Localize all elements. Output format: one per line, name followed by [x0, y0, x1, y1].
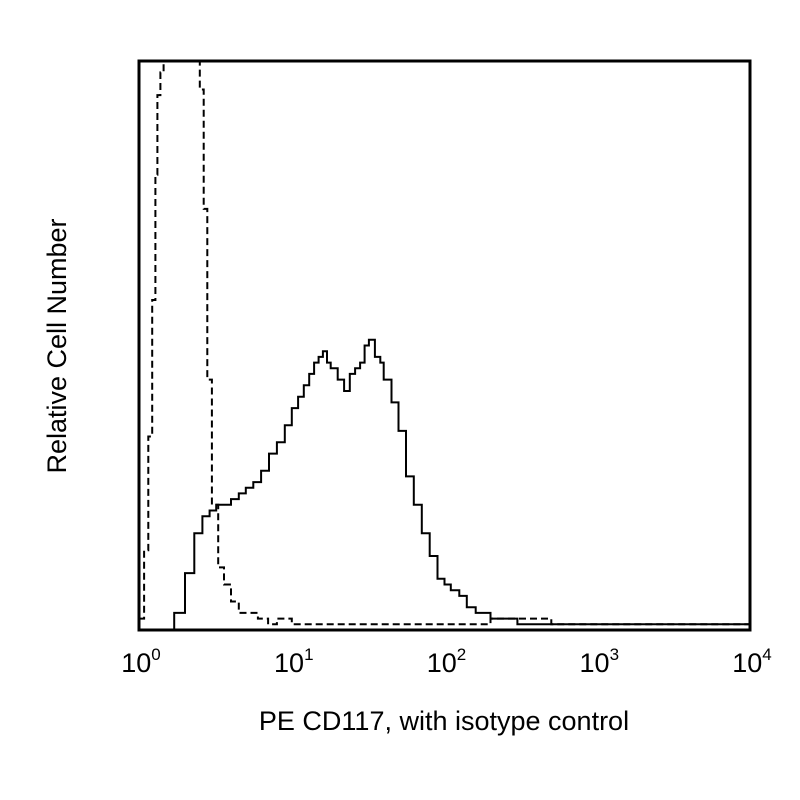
x-tick-label-4: 104 — [732, 645, 772, 678]
x-tick-base: 10 — [732, 648, 762, 678]
x-tick-exponent: 0 — [151, 645, 160, 664]
plot-frame — [137, 59, 752, 632]
x-tick-base: 10 — [427, 648, 457, 678]
x-tick-exponent: 4 — [762, 645, 771, 664]
x-tick-exponent: 2 — [457, 645, 466, 664]
x-tick-label-0: 100 — [121, 645, 161, 678]
x-tick-base: 10 — [121, 648, 151, 678]
isotype-control-histogram — [139, 60, 750, 626]
x-tick-exponent: 1 — [304, 645, 313, 664]
x-tick-exponent: 3 — [610, 645, 619, 664]
cd117-histogram — [139, 338, 750, 631]
x-tick-labels: 100 101 102 103 104 — [121, 645, 772, 678]
x-tick-base: 10 — [274, 648, 304, 678]
x-tick-label-1: 101 — [274, 645, 314, 678]
x-tick-label-3: 103 — [580, 645, 620, 678]
series-layer — [139, 60, 750, 631]
y-axis-title: Relative Cell Number — [42, 218, 72, 473]
x-tick-base: 10 — [580, 648, 610, 678]
x-axis-title: PE CD117, with isotype control — [259, 706, 629, 736]
x-tick-label-2: 102 — [427, 645, 467, 678]
